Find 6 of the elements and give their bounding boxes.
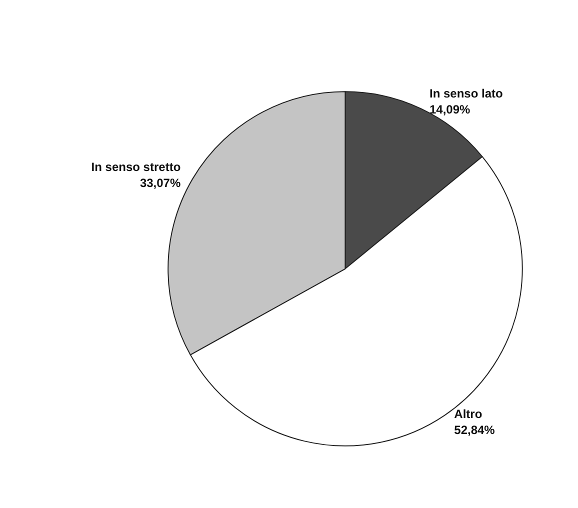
slice-label: Altro [454, 406, 482, 421]
slice-label: In senso stretto [91, 160, 181, 174]
data-label: 52,84% [454, 422, 496, 437]
slice-label: In senso lato [429, 86, 503, 100]
data-label: 33,07% [140, 176, 181, 190]
data-label: 14,09% [429, 102, 471, 116]
